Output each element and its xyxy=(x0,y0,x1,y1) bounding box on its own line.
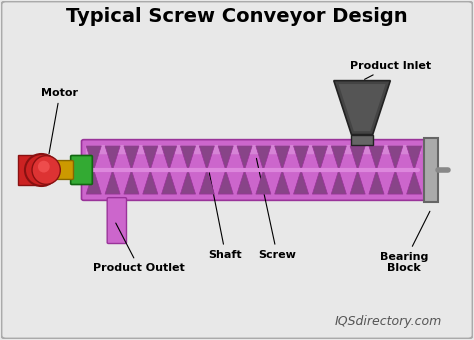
Polygon shape xyxy=(334,81,390,135)
Polygon shape xyxy=(162,170,177,194)
Polygon shape xyxy=(293,170,309,194)
Ellipse shape xyxy=(32,156,60,184)
Polygon shape xyxy=(143,170,158,194)
Text: Typical Screw Conveyor Design: Typical Screw Conveyor Design xyxy=(66,7,408,26)
Text: Shaft: Shaft xyxy=(209,173,242,260)
FancyBboxPatch shape xyxy=(71,155,92,185)
FancyBboxPatch shape xyxy=(54,160,73,180)
Text: IQSdirectory.com: IQSdirectory.com xyxy=(334,315,441,328)
FancyBboxPatch shape xyxy=(86,145,421,154)
Polygon shape xyxy=(86,146,101,170)
Polygon shape xyxy=(256,146,271,170)
Text: Screw: Screw xyxy=(256,158,296,260)
Polygon shape xyxy=(218,170,233,194)
Polygon shape xyxy=(369,170,384,194)
Polygon shape xyxy=(275,146,290,170)
FancyBboxPatch shape xyxy=(107,198,127,243)
Text: Product Outlet: Product Outlet xyxy=(93,223,185,273)
Text: Bearing
Block: Bearing Block xyxy=(380,211,430,273)
Polygon shape xyxy=(331,146,346,170)
Polygon shape xyxy=(388,170,403,194)
Polygon shape xyxy=(338,84,386,131)
Ellipse shape xyxy=(38,161,50,172)
Polygon shape xyxy=(237,170,252,194)
Polygon shape xyxy=(124,170,139,194)
Polygon shape xyxy=(199,170,214,194)
Text: Product Inlet: Product Inlet xyxy=(350,61,431,79)
Ellipse shape xyxy=(25,154,58,186)
Bar xyxy=(424,138,438,202)
Polygon shape xyxy=(105,170,120,194)
Polygon shape xyxy=(350,170,365,194)
Polygon shape xyxy=(162,146,177,170)
Polygon shape xyxy=(124,146,139,170)
Polygon shape xyxy=(407,146,422,170)
Polygon shape xyxy=(181,146,196,170)
Polygon shape xyxy=(275,170,290,194)
Bar xyxy=(18,155,46,185)
FancyBboxPatch shape xyxy=(82,140,426,200)
Polygon shape xyxy=(105,146,120,170)
Text: Motor: Motor xyxy=(41,88,78,154)
Polygon shape xyxy=(388,146,403,170)
Bar xyxy=(351,135,373,145)
Polygon shape xyxy=(218,146,233,170)
Polygon shape xyxy=(293,146,309,170)
Polygon shape xyxy=(407,170,422,194)
Polygon shape xyxy=(350,146,365,170)
Polygon shape xyxy=(237,146,252,170)
Polygon shape xyxy=(312,170,328,194)
Polygon shape xyxy=(312,146,328,170)
Polygon shape xyxy=(86,170,101,194)
Polygon shape xyxy=(256,170,271,194)
Polygon shape xyxy=(181,170,196,194)
Polygon shape xyxy=(369,146,384,170)
Polygon shape xyxy=(331,170,346,194)
Polygon shape xyxy=(143,146,158,170)
Polygon shape xyxy=(199,146,214,170)
